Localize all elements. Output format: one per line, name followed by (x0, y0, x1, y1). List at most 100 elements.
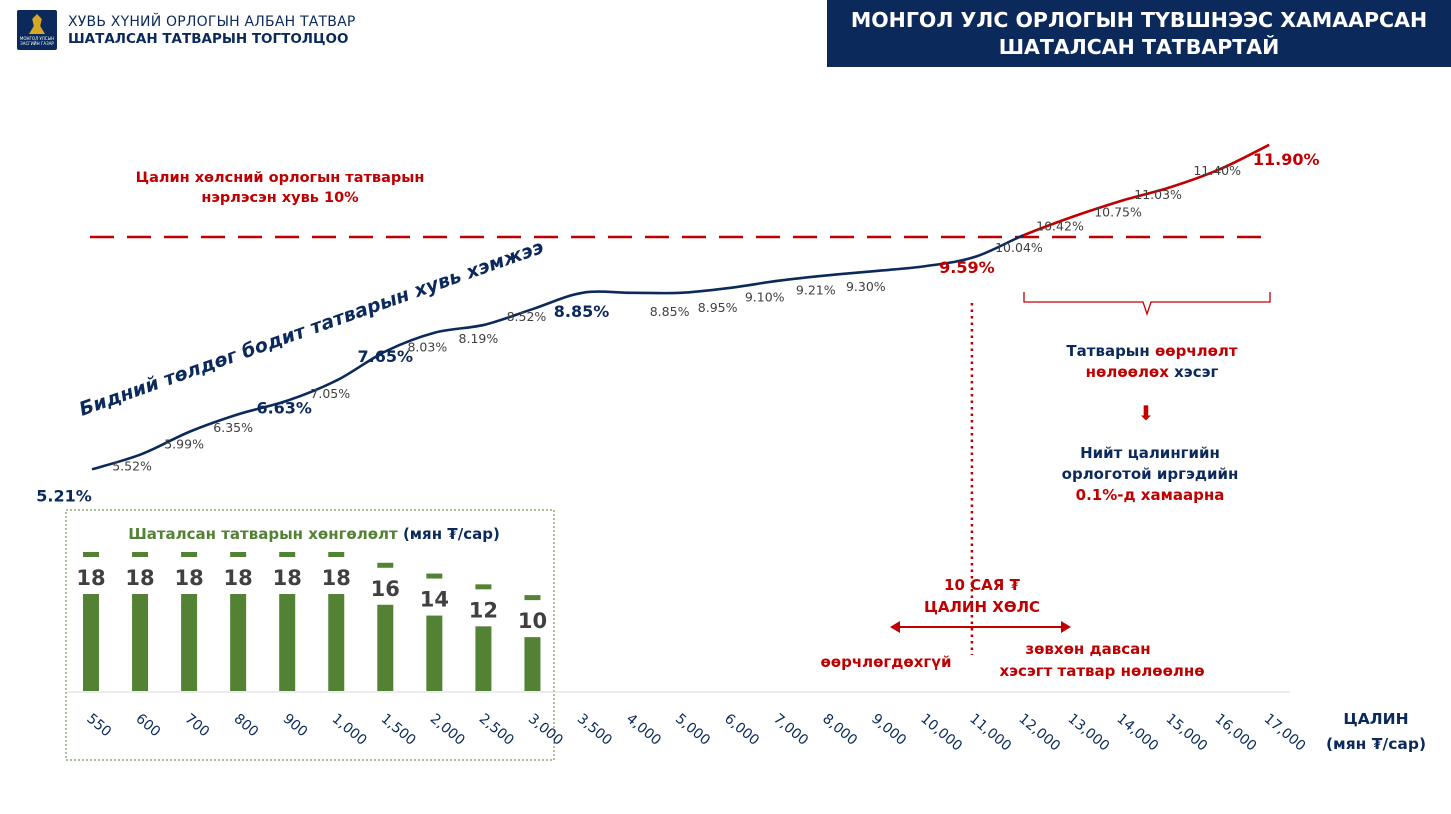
header-line-2: ШАТАЛСАН ТАТВАРЫН ТОГТОЛЦОО (68, 31, 349, 47)
data-label-16,000: 11.40% (1193, 163, 1241, 178)
data-label-600: 5.52% (112, 458, 152, 473)
discount-bar-cap-2,000 (426, 573, 443, 579)
x-tick-label-4,000: 4,000 (623, 711, 664, 749)
x-tick-label-10,000: 10,000 (917, 711, 965, 755)
x-tick-label-2,500: 2,500 (476, 711, 517, 749)
x-tick-label-6,000: 6,000 (721, 711, 762, 749)
effective-rate-line-above-threshold (1023, 143, 1270, 237)
data-label-6,000: 8.95% (698, 300, 738, 315)
data-label-900: 6.63% (256, 398, 312, 417)
logo-text-2: ЗАСГИЙН ГАЗАР (20, 41, 54, 46)
x-tick-label-15,000: 15,000 (1163, 711, 1211, 755)
discount-bar-2,500 (475, 626, 492, 691)
x-tick-label-3,000: 3,000 (525, 711, 566, 749)
discount-bar-cap-1,500 (377, 562, 394, 568)
affected-range-brace (1023, 292, 1271, 317)
data-label-7,000: 9.10% (745, 290, 785, 305)
data-label-2,500: 8.19% (459, 331, 499, 346)
x-tick-label-17,000: 17,000 (1261, 711, 1309, 755)
data-label-9,000: 9.30% (846, 279, 886, 294)
page-title-line-2: ШАТАЛСАН ТАТВАРТАЙ (998, 35, 1280, 59)
x-tick-label-7,000: 7,000 (770, 711, 811, 749)
x-tick-label-16,000: 16,000 (1212, 711, 1260, 755)
x-tick-label-8,000: 8,000 (819, 711, 860, 749)
data-label-700: 5.99% (164, 436, 204, 451)
discount-bar-cap-1,000 (328, 552, 345, 557)
nominal-rate-label-line-2: нэрлэсэн хувь 10% (201, 190, 359, 206)
discount-value-label-550: 18 (76, 566, 105, 590)
arrow-left-icon (890, 621, 900, 633)
x-tick-label-3,500: 3,500 (574, 711, 615, 749)
data-label-15,000: 11.03% (1134, 187, 1182, 202)
discount-value-label-900: 18 (273, 566, 302, 590)
page-title-line-1: МОНГОЛ УЛС ОРЛОГЫН ТҮВШНЭЭС ХАМААРСАН (850, 8, 1428, 32)
government-logo: МОНГОЛ УЛСЫН ЗАСГИЙН ГАЗАР (17, 10, 57, 50)
discount-bar-cap-2,500 (475, 584, 492, 590)
threshold-label-line-2: ЦАЛИН ХӨЛС (924, 598, 1040, 616)
discount-chart-title: Шаталсан татварын хөнгөлөлт (мян ₮/сар) (128, 525, 500, 543)
data-label-12,000: 10.04% (995, 240, 1043, 255)
x-tick-label-550: 550 (83, 711, 114, 740)
discount-value-label-2,500: 12 (469, 598, 498, 622)
soyombo-emblem-icon (29, 14, 45, 34)
discount-bar-900 (279, 594, 296, 691)
affected-part-line-2: нөлөөлөх хэсэг (1086, 363, 1219, 381)
data-label-3,500: 8.85% (554, 302, 610, 321)
exceeding-part-line-1: зөвхөн давсан (1025, 640, 1150, 658)
data-label-14,000: 10.75% (1094, 205, 1142, 220)
discount-bar-2,000 (426, 615, 443, 691)
page-title: МОНГОЛ УЛС ОРЛОГЫН ТҮВШНЭЭС ХАМААРСАН ША… (827, 0, 1451, 67)
data-label-17,000: 11.90% (1253, 150, 1320, 169)
x-tick-label-12,000: 12,000 (1015, 711, 1063, 755)
discount-bar-800 (230, 594, 247, 691)
x-tick-label-2,000: 2,000 (427, 711, 468, 749)
down-arrow-icon: ⬇ (1138, 401, 1155, 425)
data-label-5,000: 8.85% (650, 304, 690, 319)
arrow-right-icon (1061, 621, 1071, 633)
x-tick-label-700: 700 (182, 711, 213, 740)
discount-value-label-800: 18 (224, 566, 253, 590)
x-tick-label-1,500: 1,500 (378, 711, 419, 749)
x-axis-unit: (мян ₮/сар) (1326, 735, 1426, 753)
x-tick-label-14,000: 14,000 (1113, 711, 1161, 755)
header-line-1: ХУВЬ ХҮНИЙ ОРЛОГЫН АЛБАН ТАТВАР (68, 14, 356, 30)
x-tick-label-5,000: 5,000 (672, 711, 713, 749)
data-label-3,000: 8.52% (507, 309, 547, 324)
x-axis-label: ЦАЛИН (1343, 710, 1408, 728)
discount-value-label-1,500: 16 (371, 577, 400, 601)
x-tick-label-13,000: 13,000 (1064, 711, 1112, 755)
data-label-1,000: 7.05% (310, 386, 350, 401)
discount-bar-3,000 (524, 637, 541, 691)
share-line-3: 0.1%-д хамаарна (1076, 486, 1225, 504)
discount-bar-cap-800 (230, 552, 247, 557)
discount-value-label-1,000: 18 (322, 566, 351, 590)
discount-bar-1,500 (377, 604, 394, 691)
x-tick-label-800: 800 (231, 711, 262, 740)
nominal-rate-label-line-1: Цалин хөлсний орлогын татварын (136, 170, 425, 186)
data-label-11,000: 9.59% (939, 258, 995, 277)
x-tick-label-11,000: 11,000 (966, 711, 1014, 755)
discount-bar-1,000 (328, 594, 345, 691)
discount-bar-cap-900 (279, 552, 296, 557)
x-tick-label-1,000: 1,000 (329, 711, 370, 749)
data-label-800: 6.35% (213, 420, 253, 435)
discount-value-label-600: 18 (125, 566, 154, 590)
no-change-label: өөрчлөгдөхгүй (821, 653, 952, 671)
data-label-550: 5.21% (36, 486, 92, 505)
discount-value-label-2,000: 14 (420, 588, 449, 612)
x-tick-label-600: 600 (132, 711, 163, 740)
discount-bar-600 (132, 594, 149, 691)
discount-bar-cap-600 (132, 552, 149, 557)
share-line-1: Нийт цалингийн (1080, 444, 1220, 462)
data-label-13,000: 10.42% (1036, 219, 1084, 234)
discount-bar-cap-3,000 (524, 595, 541, 601)
logo-text-1: МОНГОЛ УЛСЫН (19, 36, 55, 41)
discount-bar-550 (83, 594, 99, 691)
discount-chart-frame (65, 509, 555, 761)
discount-bar-cap-550 (83, 552, 99, 557)
threshold-label-line-1: 10 САЯ ₮ (944, 576, 1020, 594)
data-label-2,000: 8.03% (407, 340, 447, 355)
discount-value-label-700: 18 (174, 566, 203, 590)
x-tick-label-9,000: 9,000 (868, 711, 909, 749)
